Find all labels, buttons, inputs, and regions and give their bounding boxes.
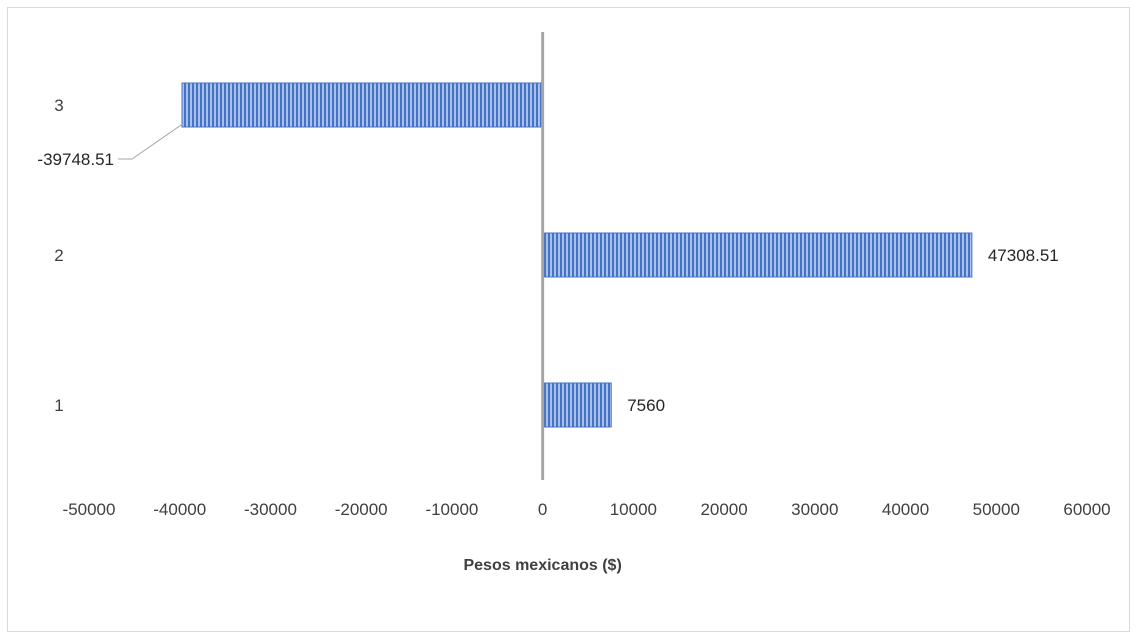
bar-category-1 [542,382,612,428]
x-tick-label: -50000 [63,500,116,519]
x-tick-label: -40000 [153,500,206,519]
x-tick-label: 40000 [882,500,929,519]
y-tick-label: 1 [54,396,63,415]
x-tick-label: 20000 [700,500,747,519]
x-tick-label: 30000 [791,500,838,519]
y-tick-label: 2 [54,246,63,265]
x-tick-label: 0 [538,500,547,519]
x-tick-label: -10000 [425,500,478,519]
bar-category-2 [542,232,973,278]
x-axis-title: Pesos mexicanos ($) [463,557,621,574]
data-label-category-3: -39748.51 [37,150,114,169]
bars-layer [181,82,973,428]
data-labels: 7560 47308.51 -39748.51 [37,150,1058,415]
x-tick-label: 50000 [973,500,1020,519]
x-tick-label: -20000 [335,500,388,519]
bar-category-3 [181,82,544,128]
x-tick-labels: -50000 -40000 -30000 -20000 -10000 0 10000 2000… [63,500,1111,519]
x-tick-label: -30000 [244,500,297,519]
leader-layer [118,122,185,160]
data-label-category-2: 47308.51 [988,246,1059,265]
y-tick-labels: 1 2 3 [54,96,63,415]
x-tick-label: 60000 [1063,500,1110,519]
data-label-category-1: 7560 [627,396,665,415]
x-tick-label: 10000 [610,500,657,519]
data-label-leader-line [118,122,185,160]
y-tick-label: 3 [54,96,63,115]
